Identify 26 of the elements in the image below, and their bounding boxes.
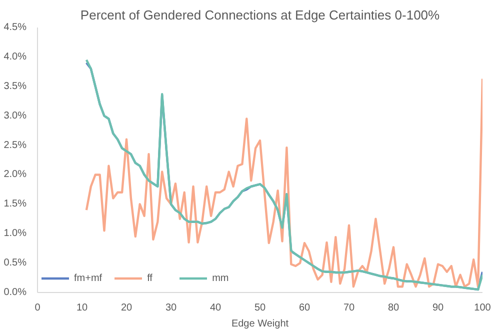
chart-title: Percent of Gendered Connections at Edge Certainties 0-100% bbox=[80, 8, 440, 22]
y-tick-label: 4.5% bbox=[4, 22, 27, 33]
x-tick-label: 70 bbox=[343, 302, 355, 314]
legend-label: mm bbox=[212, 272, 230, 284]
x-tick-label: 0 bbox=[34, 302, 41, 314]
y-tick-label: 3.0% bbox=[4, 110, 27, 122]
y-tick-label: 0.0% bbox=[4, 287, 27, 298]
legend-label: fm+mf bbox=[74, 272, 102, 284]
y-tick-label: 4.0% bbox=[4, 51, 27, 62]
x-tick-label: 40 bbox=[210, 302, 222, 314]
y-tick-label: 3.5% bbox=[4, 80, 27, 92]
y-tick-label: 0.5% bbox=[4, 258, 27, 269]
x-tick-label: 80 bbox=[388, 302, 400, 314]
y-tick-label: 2.5% bbox=[4, 140, 27, 151]
x-tick-label: 30 bbox=[165, 302, 177, 314]
legend-label: ff bbox=[147, 272, 154, 284]
x-axis-title: Edge Weight bbox=[231, 318, 289, 330]
x-tick-label: 100 bbox=[474, 302, 492, 314]
y-tick-label: 2.0% bbox=[4, 169, 27, 180]
y-tick-label: 1.0% bbox=[4, 228, 27, 240]
y-tick-label: 1.5% bbox=[4, 198, 27, 210]
x-tick-label: 20 bbox=[120, 302, 132, 314]
x-tick-label: 90 bbox=[432, 302, 444, 314]
x-tick-label: 50 bbox=[254, 302, 266, 314]
x-tick-label: 60 bbox=[298, 302, 310, 314]
x-tick-label: 10 bbox=[76, 302, 88, 314]
